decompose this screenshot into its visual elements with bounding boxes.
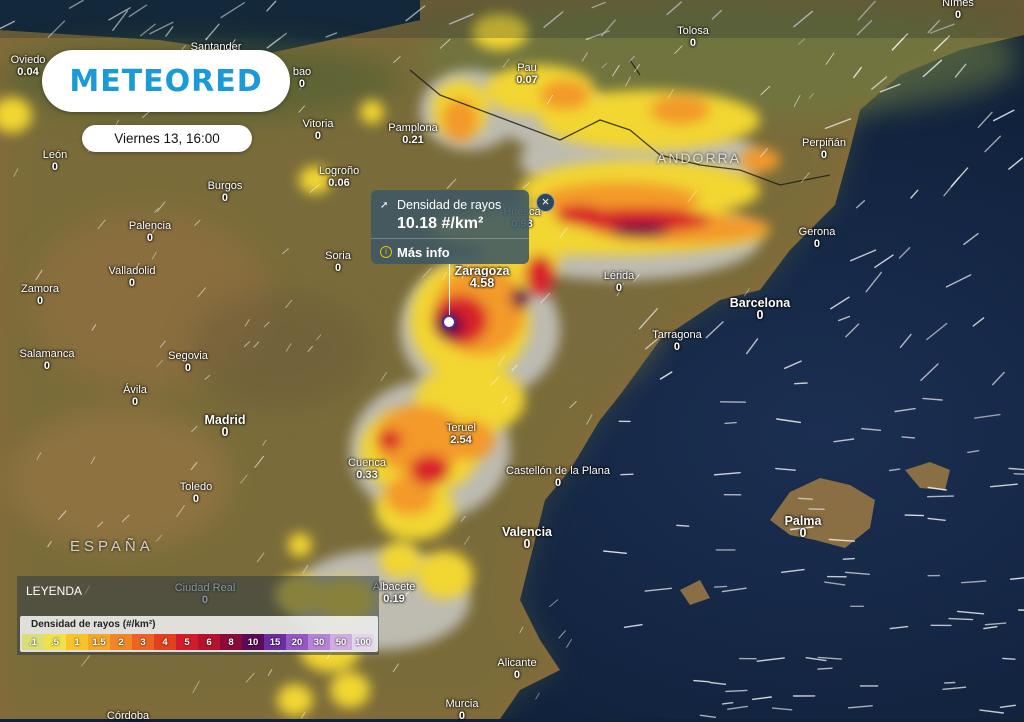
- legend-step: 4: [154, 634, 176, 650]
- tooltip-title: Densidad de rayos: [397, 198, 501, 212]
- tooltip-divider: [371, 238, 529, 239]
- legend-step: .5: [44, 634, 66, 650]
- legend-name: Densidad de rayos (#/km²): [31, 619, 155, 630]
- legend-step: 30: [308, 634, 330, 650]
- info-icon: i: [380, 246, 392, 258]
- region-label-andorra: ANDORRA: [657, 150, 741, 166]
- lightning-tooltip: ➚ Densidad de rayos 10.18 #/km² i Más in…: [371, 190, 529, 264]
- wind-streak: [905, 515, 923, 516]
- tooltip-value: 10.18 #/km²: [397, 215, 483, 233]
- legend-step: 20: [286, 634, 308, 650]
- legend-step: 1.5: [88, 634, 110, 650]
- wind-streak: [795, 383, 807, 384]
- legend-step: .1: [22, 634, 44, 650]
- more-info-link[interactable]: Más info: [397, 245, 450, 260]
- wind-streak: [725, 423, 736, 424]
- wind-streak: [928, 496, 954, 497]
- legend-step: 10: [242, 634, 264, 650]
- wind-streak: [1014, 474, 1024, 475]
- logo-text: METEORED: [69, 64, 262, 99]
- wind-streak: [949, 619, 972, 620]
- tooltip-pointer-line: [449, 264, 450, 322]
- legend-step: 2: [110, 634, 132, 650]
- legend-step: 100: [352, 634, 374, 650]
- wind-streak: [715, 586, 727, 587]
- legend-step: 3: [132, 634, 154, 650]
- region-label-spain: ESPAÑA: [70, 538, 154, 555]
- legend-step: 5: [176, 634, 198, 650]
- lightning-icon: ➚: [380, 200, 388, 211]
- tooltip-close-button[interactable]: ×: [536, 193, 555, 212]
- legend-step: 1: [66, 634, 88, 650]
- legend-step: 15: [264, 634, 286, 650]
- wind-streak: [902, 437, 914, 438]
- date-time-badge[interactable]: Viernes 13, 16:00: [82, 125, 252, 152]
- wind-streak: [621, 474, 633, 475]
- wind-streak: [677, 525, 689, 526]
- wind-streak: [818, 668, 832, 669]
- meteored-logo[interactable]: METEORED: [42, 50, 290, 112]
- legend-title: LEYENDA: [26, 584, 82, 598]
- wind-streak: [1019, 610, 1024, 611]
- wind-streak: [1003, 658, 1015, 659]
- selected-location-marker[interactable]: [444, 317, 454, 327]
- wind-streak: [799, 498, 813, 499]
- legend-step: 8: [220, 634, 242, 650]
- legend-step: 50: [330, 634, 352, 650]
- wind-streak: [843, 559, 854, 560]
- top-bar: [0, 0, 1024, 38]
- legend-step: 6: [198, 634, 220, 650]
- wind-streak: [726, 690, 747, 691]
- wind-streak: [945, 683, 955, 684]
